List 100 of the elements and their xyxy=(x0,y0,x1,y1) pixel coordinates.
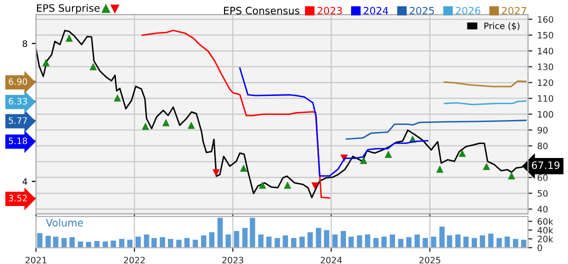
y2-tick-label: 6.33 xyxy=(8,98,27,105)
chart-title: EPS Surprise xyxy=(37,4,100,14)
point xyxy=(436,165,444,173)
bar xyxy=(53,236,58,248)
point xyxy=(142,122,150,130)
line-series xyxy=(239,67,428,177)
bar xyxy=(299,236,305,248)
x-tick-label: 2024 xyxy=(320,256,342,264)
legend-label: 2027 xyxy=(502,6,526,15)
y-tick-label: 160 xyxy=(538,16,554,23)
bar xyxy=(274,238,280,248)
data-label: 67.19 xyxy=(532,161,560,170)
bar xyxy=(266,236,272,248)
bar xyxy=(37,233,42,248)
bar xyxy=(463,236,469,248)
legend-label: 2023 xyxy=(318,6,342,15)
point xyxy=(458,150,466,157)
point xyxy=(162,118,170,126)
bar xyxy=(226,234,231,248)
bar xyxy=(209,232,214,248)
x-tick-label: 2025 xyxy=(419,256,440,264)
y-tick-label: 140 xyxy=(538,48,554,54)
y-tick-label: 20k xyxy=(538,236,554,242)
legend-label: 2024 xyxy=(364,6,388,15)
line-series xyxy=(346,120,527,140)
bar xyxy=(127,240,132,248)
bar xyxy=(291,238,296,248)
bar xyxy=(242,228,248,248)
y2-tick-label: 4 xyxy=(22,178,28,185)
legend-label: 2025 xyxy=(410,6,434,15)
y-tick-label: 80 xyxy=(538,142,548,150)
y-tick-label: 100 xyxy=(538,111,554,118)
point xyxy=(188,122,195,129)
bar xyxy=(144,234,150,248)
y-tick-label: 40 xyxy=(537,206,548,213)
bar xyxy=(406,237,412,248)
bar xyxy=(381,236,387,248)
y-tick-label: 60k xyxy=(538,218,554,225)
point xyxy=(482,162,490,170)
y-tick-label: 60 xyxy=(538,174,548,181)
bar xyxy=(364,234,370,248)
bar xyxy=(431,236,436,248)
y2-tick-label: 3.52 xyxy=(8,194,27,202)
point xyxy=(311,182,319,190)
bar xyxy=(521,240,526,248)
bar xyxy=(488,234,494,248)
bar xyxy=(102,241,108,248)
bar xyxy=(332,234,338,248)
y-tick-label: 90 xyxy=(538,126,548,134)
bar xyxy=(324,230,330,248)
bar xyxy=(69,237,75,248)
bar xyxy=(439,226,445,248)
point xyxy=(284,181,292,189)
annotation: Volume xyxy=(46,218,84,227)
point xyxy=(508,172,516,180)
x-tick-label: 2021 xyxy=(26,256,46,264)
point xyxy=(65,34,73,42)
bar xyxy=(218,218,223,248)
y2-tick-label: 8 xyxy=(22,40,28,47)
legend-label: 2026 xyxy=(456,6,480,15)
bar xyxy=(258,234,264,248)
y-tick-label: 110 xyxy=(538,95,554,102)
bar xyxy=(234,230,240,248)
legend-title: EPS Consensus xyxy=(224,6,300,14)
point xyxy=(42,58,50,66)
bar xyxy=(390,234,396,248)
bar xyxy=(308,232,313,248)
y2-tick-label: 5.18 xyxy=(8,138,28,144)
bar xyxy=(398,238,404,248)
bar xyxy=(136,236,141,248)
y-tick-label: 50 xyxy=(538,190,548,197)
x-tick-label: 2023 xyxy=(222,256,244,264)
bar xyxy=(250,218,256,248)
point xyxy=(212,169,220,177)
y2-tick-label: 5.77 xyxy=(8,117,27,124)
bar xyxy=(46,236,51,248)
y-tick-label: 150 xyxy=(538,32,554,39)
bar xyxy=(316,228,322,248)
bar xyxy=(340,230,346,248)
bar xyxy=(119,238,124,248)
point xyxy=(240,164,248,172)
y-tick-label: 40k xyxy=(537,226,554,234)
legend-label: Price ($) xyxy=(484,22,520,30)
bar xyxy=(472,238,478,248)
bar xyxy=(496,238,502,248)
bar xyxy=(512,238,518,248)
point xyxy=(360,156,368,164)
bar xyxy=(176,240,182,248)
bar xyxy=(414,234,420,248)
line-series xyxy=(142,30,330,199)
bar xyxy=(455,234,461,248)
bar xyxy=(348,236,354,248)
bar xyxy=(160,237,166,248)
point xyxy=(384,150,392,158)
x-tick-label: 2022 xyxy=(124,256,145,264)
bar xyxy=(192,240,198,248)
y2-tick-label: 6.90 xyxy=(8,78,28,85)
point xyxy=(258,181,266,189)
y-tick-label: 0 xyxy=(538,244,542,252)
bar xyxy=(504,236,510,248)
